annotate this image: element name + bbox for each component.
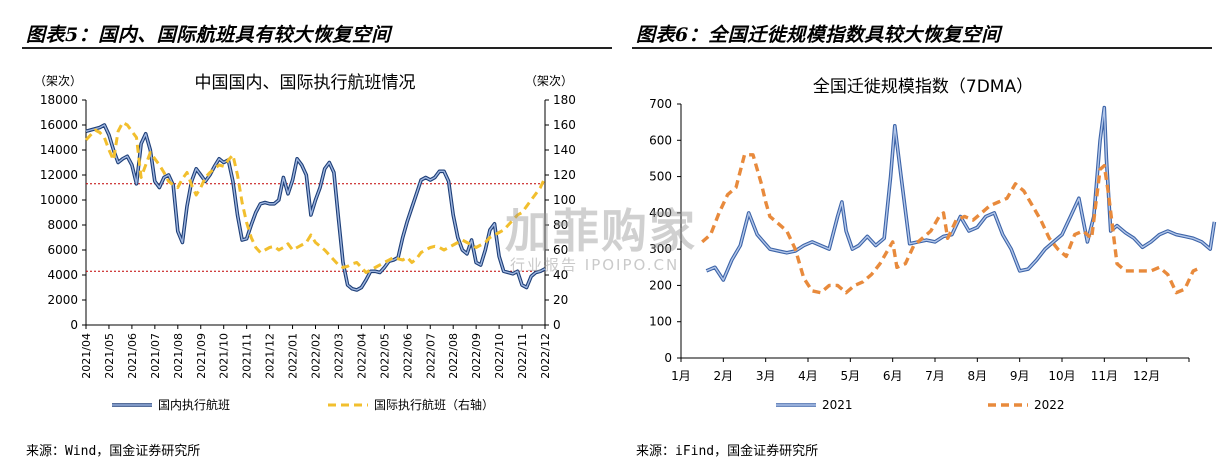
left-y-tick-label: 6000 — [47, 243, 78, 257]
x-tick-label: 2022/01 — [287, 333, 300, 379]
y-tick-label: 300 — [649, 242, 672, 256]
left-y-tick-label: 2000 — [47, 293, 78, 307]
y-tick-label: 100 — [649, 315, 672, 329]
legend-label-2021: 2021 — [822, 398, 853, 412]
right-y-tick-label: 120 — [553, 168, 576, 182]
left-y-tick-label: 10000 — [40, 193, 78, 207]
legend-label-international: 国际执行航班（右轴） — [374, 397, 494, 412]
x-tick-label: 6月 — [883, 369, 903, 383]
legend-label-2022: 2022 — [1034, 398, 1065, 412]
x-tick-label: 2021/06 — [126, 333, 139, 379]
x-tick-label: 1月 — [671, 369, 691, 383]
y-tick-label: 700 — [649, 97, 672, 111]
x-tick-label: 2022/10 — [493, 333, 506, 379]
right-y-tick-label: 20 — [553, 293, 568, 307]
y-tick-label: 0 — [664, 351, 672, 365]
right-y-axis-unit: （架次） — [525, 74, 573, 88]
x-tick-label: 2022/09 — [470, 333, 483, 379]
right-title-rule — [632, 47, 1212, 49]
x-tick-label: 2021/04 — [80, 333, 93, 379]
left-y-tick-label: 14000 — [40, 143, 78, 157]
y-tick-label: 600 — [649, 133, 672, 147]
series-line-2021 — [706, 106, 1216, 281]
x-tick-label: 2021/09 — [195, 333, 208, 379]
left-y-axis-unit: （架次） — [34, 74, 82, 88]
watermark-text: 加菲购家 — [505, 204, 697, 258]
left-y-tick-label: 0 — [70, 318, 78, 332]
x-tick-label: 2022/06 — [401, 333, 414, 379]
y-tick-label: 200 — [649, 278, 672, 292]
x-tick-label: 3月 — [756, 369, 776, 383]
left-source: 来源：Wind，国金证券研究所 — [26, 444, 201, 459]
legend-label-domestic: 国内执行航班 — [158, 397, 230, 412]
left-panel-title: 图表5：国内、国际航班具有较大恢复空间 — [26, 24, 391, 46]
x-tick-label: 2021/12 — [264, 333, 277, 379]
y-tick-label: 400 — [649, 206, 672, 220]
left-y-tick-label: 18000 — [40, 93, 78, 107]
x-tick-label: 2022/07 — [424, 333, 437, 379]
x-tick-label: 2022/12 — [539, 333, 552, 379]
x-tick-label: 2022/11 — [516, 333, 529, 379]
x-tick-label: 2022/02 — [310, 333, 323, 379]
x-tick-label: 2022/05 — [378, 333, 391, 379]
series-line-domestic — [85, 124, 546, 291]
x-tick-label: 12月 — [1133, 369, 1160, 383]
left-y-tick-label: 4000 — [47, 268, 78, 282]
right-panel-title: 图表6：全国迁徙规模指数具较大恢复空间 — [636, 24, 1001, 46]
right-chart: 全国迁徙规模指数（7DMA） 0 100 200 300 400 500 600 700 1月 2月… — [649, 77, 1217, 412]
x-tick-label: 2021/07 — [149, 333, 162, 379]
left-chart-title: 中国国内、国际执行航班情况 — [195, 73, 416, 93]
series-line-outline-2021 — [705, 105, 1217, 282]
left-y-tick-label: 8000 — [47, 218, 78, 232]
x-tick-label: 5月 — [841, 369, 861, 383]
right-chart-title: 全国迁徙规模指数（7DMA） — [813, 77, 1033, 97]
watermark-subtext: 行业报告 IPOIPO.CN — [510, 256, 680, 274]
series-line-international — [84, 121, 547, 274]
x-tick-label: 2022/03 — [332, 333, 345, 379]
right-y-tick-label: 140 — [553, 143, 576, 157]
series-line-outline-domestic — [85, 123, 546, 292]
x-tick-label: 2021/08 — [172, 333, 185, 379]
x-tick-label: 2021/10 — [218, 333, 231, 379]
left-chart: 中国国内、国际执行航班情况 （架次） （架次） 0 2000 4000 6000 8000 10… — [34, 73, 576, 412]
x-tick-label: 2021/11 — [241, 333, 254, 379]
right-y-tick-label: 180 — [553, 93, 576, 107]
right-source: 来源：iFind，国金证券研究所 — [636, 444, 819, 459]
x-tick-label: 4月 — [798, 369, 818, 383]
x-tick-label: 11月 — [1091, 369, 1118, 383]
x-tick-label: 2022/08 — [447, 333, 460, 379]
left-title-rule — [22, 47, 612, 49]
x-tick-label: 7月 — [925, 369, 945, 383]
right-y-tick-label: 100 — [553, 193, 576, 207]
right-y-tick-label: 160 — [553, 118, 576, 132]
series-line-2022 — [701, 153, 1203, 295]
x-tick-label: 10月 — [1048, 369, 1075, 383]
right-y-tick-label: 0 — [553, 318, 561, 332]
right-y-tick-label: 60 — [553, 243, 568, 257]
x-tick-label: 9月 — [1010, 369, 1030, 383]
x-tick-label: 2月 — [714, 369, 734, 383]
x-tick-label: 2021/05 — [103, 333, 116, 379]
y-tick-label: 500 — [649, 170, 672, 184]
left-y-tick-label: 16000 — [40, 118, 78, 132]
x-tick-label: 8月 — [968, 369, 988, 383]
right-y-tick-label: 80 — [553, 218, 568, 232]
right-y-tick-label: 40 — [553, 268, 568, 282]
x-tick-label: 2022/04 — [355, 333, 368, 379]
left-y-tick-label: 12000 — [40, 168, 78, 182]
